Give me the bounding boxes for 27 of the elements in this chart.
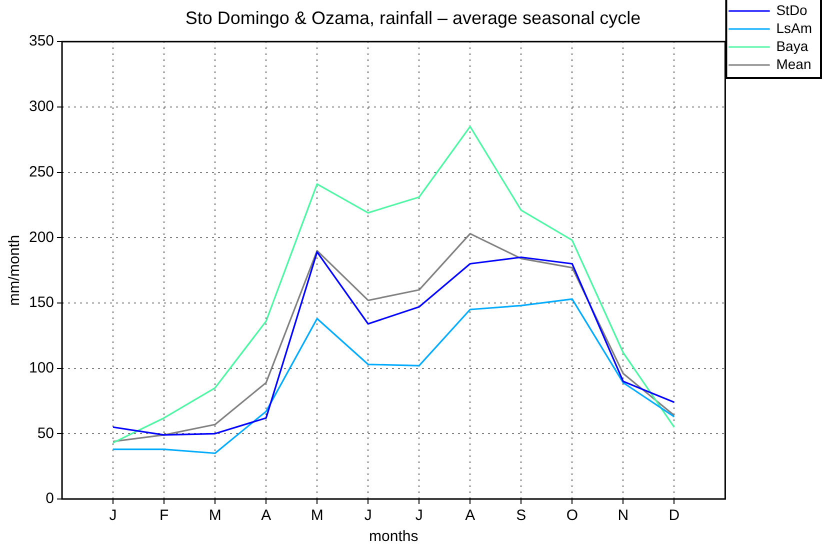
- chart-title: Sto Domingo & Ozama, rainfall – average seasonal cycle: [185, 8, 641, 28]
- legend-label: LsAm: [776, 20, 812, 36]
- y-tick-label: 300: [28, 98, 54, 116]
- legend-label: Mean: [776, 56, 812, 72]
- y-tick-label: 250: [28, 163, 54, 180]
- x-tick-label: M: [310, 507, 324, 524]
- y-tick-label: 350: [28, 32, 54, 50]
- x-tick-label: M: [208, 507, 222, 524]
- x-tick-label: A: [465, 507, 476, 524]
- y-tick-label: 100: [28, 359, 54, 376]
- x-tick-label: F: [159, 507, 169, 524]
- y-tick-label: 50: [37, 424, 54, 442]
- y-tick-label: 200: [28, 228, 54, 246]
- x-tick-label: O: [566, 507, 578, 524]
- x-axis-title: months: [369, 528, 418, 546]
- x-tick-label: D: [668, 507, 680, 524]
- y-tick-label: 0: [46, 490, 54, 508]
- legend-label: StDo: [776, 2, 808, 18]
- x-tick-label: N: [618, 507, 629, 524]
- y-axis-title: mm/month: [6, 234, 24, 306]
- x-tick-label: S: [516, 507, 526, 524]
- x-tick-label: J: [415, 507, 423, 524]
- legend-label: Baya: [776, 38, 808, 54]
- x-tick-label: J: [109, 507, 117, 524]
- x-tick-label: J: [364, 507, 372, 524]
- y-tick-label: 150: [28, 294, 54, 312]
- x-tick-label: A: [261, 507, 272, 524]
